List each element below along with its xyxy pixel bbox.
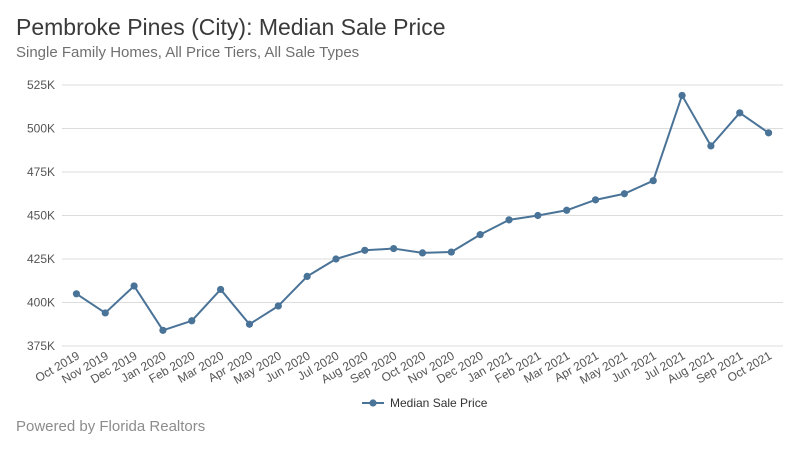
data-point[interactable] [764, 129, 773, 137]
data-point[interactable] [620, 190, 628, 198]
data-point[interactable] [649, 177, 657, 185]
data-point[interactable] [245, 320, 254, 328]
chart-title: Pembroke Pines (City): Median Sale Price [16, 14, 446, 40]
gridlines [62, 84, 783, 347]
data-point[interactable] [390, 244, 398, 253]
data-point[interactable] [72, 290, 81, 298]
footer-credit: Powered by Florida Realtors [16, 418, 206, 435]
data-point[interactable] [130, 282, 138, 290]
data-point[interactable] [159, 326, 167, 334]
y-tick-label: 375K [27, 339, 55, 353]
data-point[interactable] [332, 255, 340, 263]
data-point[interactable] [447, 248, 455, 256]
y-tick-label: 525K [27, 78, 55, 92]
data-point[interactable] [418, 249, 427, 257]
data-point[interactable] [534, 211, 542, 220]
data-point[interactable] [188, 317, 196, 325]
data-point[interactable] [678, 91, 686, 100]
y-tick-label: 425K [27, 252, 55, 266]
data-point[interactable] [101, 309, 109, 317]
data-point[interactable] [274, 302, 282, 310]
data-point[interactable] [591, 196, 600, 204]
y-tick-label: 500K [27, 122, 55, 136]
y-tick-label: 450K [27, 209, 55, 223]
y-axis-ticks: 375K 400K 425K 450K 475K 500K 525K [27, 78, 55, 353]
data-point[interactable] [736, 109, 744, 117]
data-point[interactable] [505, 216, 513, 224]
legend[interactable]: Median Sale Price [362, 396, 488, 410]
chart-subtitle: Single Family Homes, All Price Tiers, Al… [16, 44, 360, 61]
series-median-sale-price [72, 91, 773, 334]
data-point[interactable] [707, 142, 715, 150]
data-point[interactable] [476, 231, 484, 239]
data-point[interactable] [361, 246, 369, 254]
legend-marker-icon [369, 399, 377, 407]
legend-label: Median Sale Price [390, 396, 488, 410]
y-tick-label: 475K [27, 165, 55, 179]
y-tick-label: 400K [27, 296, 55, 310]
data-point[interactable] [217, 285, 225, 294]
data-point[interactable] [563, 206, 571, 214]
series-line [75, 94, 770, 332]
data-point[interactable] [303, 272, 311, 280]
